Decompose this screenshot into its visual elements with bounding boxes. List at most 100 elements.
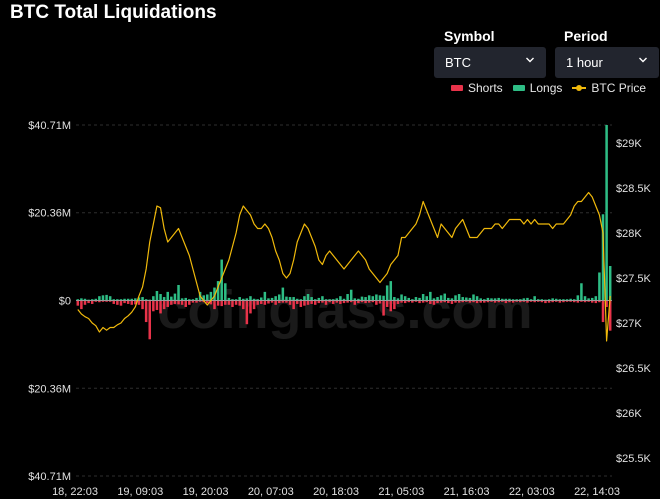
chevron-down-icon [526, 57, 534, 63]
longs-bar [576, 295, 580, 301]
longs-bar [324, 299, 328, 301]
longs-bar [144, 299, 148, 301]
shorts-bar [313, 300, 317, 305]
left-axis-tick-label: $20.36M [28, 383, 71, 395]
shorts-bar [349, 300, 353, 303]
longs-bar [465, 297, 468, 301]
shorts-bar [83, 300, 87, 305]
longs-bar [270, 297, 274, 301]
shorts-bar [540, 300, 544, 303]
longs-bar [605, 125, 608, 301]
longs-bar [583, 296, 587, 301]
shorts-bar [515, 300, 518, 302]
left-axis-tick-label: $20.36M [28, 208, 71, 220]
shorts-bar [281, 300, 285, 303]
shorts-bar [403, 300, 407, 304]
shorts-bar [364, 300, 367, 304]
shorts-bar [116, 300, 119, 305]
x-axis-tick-label: 22, 03:03 [509, 486, 555, 498]
shorts-bar [234, 300, 238, 305]
longs-bar [303, 296, 306, 301]
symbol-select[interactable]: BTC [434, 47, 546, 78]
shorts-bar [414, 300, 418, 302]
shorts-bar [148, 300, 152, 340]
shorts-bar [285, 300, 288, 303]
shorts-bar [396, 300, 400, 304]
longs-bar [378, 295, 382, 301]
shorts-bar [94, 300, 98, 302]
longs-bar [242, 298, 245, 301]
shorts-bar [310, 300, 313, 304]
shorts-bar [137, 300, 141, 305]
shorts-bar [375, 300, 378, 305]
btc-price-line [77, 191, 611, 342]
shorts-bar [551, 300, 554, 303]
shorts-bar [450, 300, 454, 304]
legend-longs[interactable]: Longs [512, 81, 562, 95]
shorts-bar [490, 300, 493, 302]
shorts-bar [238, 300, 241, 306]
longs-bar [364, 297, 367, 301]
shorts-bar [306, 300, 310, 305]
longs-bar [206, 294, 209, 301]
longs-bar [328, 299, 331, 301]
shorts-bar [277, 300, 281, 304]
shorts-bar [479, 300, 482, 303]
longs-bar [533, 296, 536, 301]
longs-bar [281, 287, 285, 301]
longs-bar [490, 298, 493, 301]
shorts-bar [393, 300, 396, 310]
shorts-bar [220, 300, 223, 307]
shorts-bar [76, 300, 80, 306]
longs-bar [590, 297, 594, 301]
longs-bar [529, 299, 533, 301]
right-axis-tick-label: $28K [616, 228, 642, 240]
longs-bar [227, 297, 231, 301]
longs-bar [432, 298, 436, 301]
shorts-bar [569, 300, 572, 302]
longs-bar [331, 299, 335, 301]
longs-bar [457, 294, 461, 301]
longs-bar [191, 299, 195, 301]
shorts-bar [112, 300, 116, 304]
longs-bar [105, 294, 108, 301]
right-axis-tick-label: $27K [616, 318, 642, 330]
shorts-bar [342, 300, 346, 304]
longs-bar [321, 296, 324, 301]
longs-bar [526, 297, 529, 301]
longs-bar [299, 299, 303, 301]
watermark: coinglass.com [157, 280, 532, 340]
shorts-bar [303, 300, 306, 306]
shorts-bar [216, 300, 220, 306]
legend-longs-swatch [512, 85, 525, 91]
shorts-bar [224, 300, 227, 305]
shorts-bar [101, 300, 105, 302]
shorts-bar [274, 300, 277, 305]
legend-shorts[interactable]: Shorts [451, 81, 503, 95]
longs-bar [468, 297, 472, 301]
longs-bar [310, 297, 313, 301]
longs-bar [155, 291, 159, 301]
longs-bar [274, 296, 277, 301]
longs-bar [141, 297, 144, 301]
longs-bar [90, 299, 94, 301]
shorts-bar [447, 300, 450, 304]
legend-price[interactable]: BTC Price [572, 81, 646, 95]
longs-bar [346, 294, 349, 301]
longs-bar [551, 298, 554, 301]
longs-bar [173, 293, 177, 301]
longs-bar [238, 297, 241, 301]
longs-bar [252, 298, 256, 301]
longs-bar [540, 299, 544, 301]
longs-bar [353, 298, 357, 301]
longs-bar [483, 299, 486, 301]
longs-bar [263, 291, 267, 301]
shorts-bar [497, 300, 500, 303]
shorts-bar [184, 300, 187, 307]
longs-bar [134, 298, 137, 301]
longs-bar [202, 295, 205, 301]
shorts-bar [152, 300, 155, 312]
shorts-bar [166, 300, 169, 307]
shorts-bar [360, 300, 364, 303]
period-select[interactable]: 1 hour [555, 47, 659, 78]
